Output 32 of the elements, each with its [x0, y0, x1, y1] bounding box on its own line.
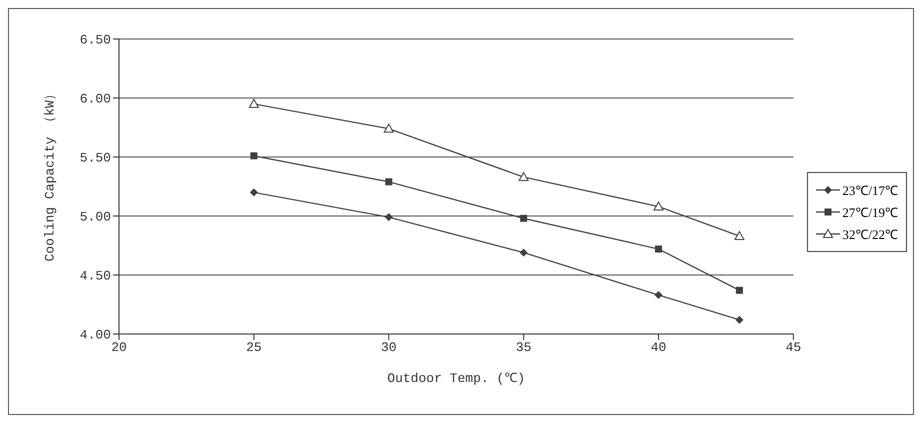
- point: [384, 124, 394, 133]
- point: [385, 178, 392, 186]
- point: [654, 291, 662, 300]
- point: [654, 202, 664, 211]
- y-tick-label: 4.00: [80, 328, 111, 343]
- point: [250, 152, 258, 160]
- x-tick-label: 30: [380, 340, 397, 356]
- point: [736, 286, 743, 294]
- legend-label: 32℃/22℃: [842, 226, 898, 242]
- legend-label: 23℃/17℃: [842, 182, 898, 198]
- x-tick-label: 35: [516, 340, 532, 356]
- y-tick-label: 5.00: [80, 210, 111, 225]
- point: [520, 248, 528, 257]
- point: [384, 213, 393, 222]
- x-tick-label: 20: [111, 340, 127, 356]
- x-tick-label: 25: [246, 340, 262, 356]
- legend-label: 27℃/19℃: [842, 204, 898, 220]
- x-tick-label: 40: [650, 340, 666, 356]
- point: [734, 231, 744, 240]
- point: [655, 246, 662, 253]
- point: [518, 172, 529, 182]
- point: [250, 188, 258, 196]
- point: [248, 98, 259, 108]
- x-axis-title: Outdoor Temp. (℃): [387, 371, 526, 386]
- y-axis-title: Cooling Capacity （kW）: [42, 87, 58, 262]
- y-tick-label: 6.00: [80, 92, 111, 107]
- point: [735, 316, 744, 324]
- y-tick-label: 5.50: [80, 150, 111, 166]
- y-tick-label: 6.50: [80, 32, 111, 48]
- point: [520, 214, 528, 222]
- x-tick-label: 45: [786, 340, 802, 356]
- y-tick-label: 4.50: [80, 268, 111, 284]
